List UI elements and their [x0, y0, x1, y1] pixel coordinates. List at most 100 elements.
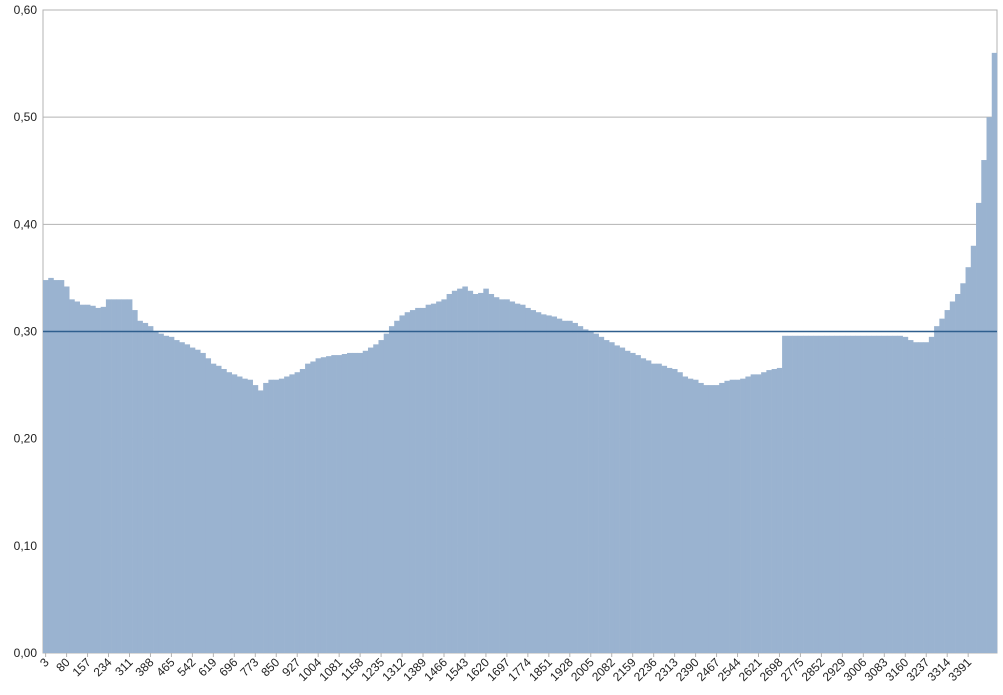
x-tick-label: 696 [216, 655, 240, 679]
bar [43, 280, 49, 653]
bar [656, 363, 662, 653]
bar [619, 347, 626, 653]
bar [651, 363, 657, 653]
bar [540, 314, 547, 653]
bar [530, 310, 537, 653]
bar [158, 333, 164, 653]
bar [105, 299, 112, 653]
bar [666, 367, 673, 653]
bar [111, 299, 117, 653]
bar [944, 310, 951, 653]
bar [834, 335, 841, 653]
bar [703, 385, 710, 653]
bar [195, 349, 201, 653]
bar [755, 374, 762, 653]
bar [294, 372, 301, 653]
bar [577, 326, 584, 653]
x-tick-label: 619 [195, 655, 219, 679]
bar [556, 318, 563, 653]
y-tick-label: 0,60 [14, 3, 38, 17]
bar [514, 303, 521, 653]
bar [818, 335, 825, 653]
bar [373, 344, 379, 653]
bar [305, 363, 311, 653]
bar [451, 290, 458, 653]
bar [441, 299, 447, 653]
bar [860, 335, 867, 653]
bar [425, 304, 432, 653]
bar [48, 277, 54, 653]
bar [955, 293, 961, 653]
bar [535, 312, 542, 653]
bar [420, 307, 426, 653]
bar [409, 310, 416, 653]
bar [939, 318, 945, 653]
bar [79, 304, 86, 653]
bar [210, 363, 217, 653]
x-tick-label: 388 [133, 655, 157, 679]
bar [850, 335, 856, 653]
bar [163, 335, 170, 653]
x-tick-label: 3 [37, 655, 52, 670]
x-tick-label: 850 [258, 655, 282, 679]
bar [284, 376, 290, 653]
bar [871, 335, 877, 653]
bar [189, 347, 196, 653]
x-tick-label: 80 [53, 655, 73, 675]
bar [902, 336, 909, 653]
bar [378, 340, 385, 653]
bar [63, 286, 70, 653]
x-tick-label: 542 [174, 655, 198, 679]
bar [640, 358, 647, 653]
bar [467, 290, 474, 653]
bar [567, 320, 573, 653]
bar [430, 303, 437, 653]
bar [236, 376, 243, 653]
bar [661, 365, 668, 653]
bar [336, 355, 343, 653]
bar [766, 370, 772, 653]
bar [928, 336, 935, 653]
bar [499, 299, 505, 653]
bar [572, 322, 578, 653]
bar [383, 333, 390, 653]
y-tick-label: 0,20 [14, 432, 38, 446]
bar [326, 356, 332, 653]
bar [672, 369, 678, 653]
bar [74, 301, 80, 653]
bar [367, 347, 374, 653]
bar [881, 335, 888, 653]
bar [242, 378, 248, 653]
bar [509, 301, 516, 653]
bar [588, 331, 594, 653]
bar [692, 379, 699, 653]
bar [787, 335, 793, 653]
y-tick-label: 0,50 [14, 110, 38, 124]
bar [394, 320, 400, 653]
bar [299, 369, 306, 653]
bar [137, 320, 143, 653]
bar [200, 352, 206, 653]
bar [362, 350, 369, 653]
bar [174, 340, 180, 653]
bar [886, 335, 893, 653]
bar [750, 374, 757, 653]
x-tick-label: 311 [112, 655, 136, 679]
bar [415, 307, 421, 653]
bar [776, 367, 783, 653]
bar [614, 345, 620, 653]
bar [808, 335, 814, 653]
bar [247, 379, 253, 653]
bar [546, 315, 552, 653]
bar [263, 382, 269, 653]
bar [960, 283, 966, 653]
bar [687, 378, 694, 653]
bar [268, 379, 274, 653]
y-tick-label: 0,30 [14, 325, 38, 339]
bar [609, 342, 615, 653]
bar [478, 292, 484, 653]
bar [630, 352, 636, 653]
bar [729, 379, 736, 653]
bar [713, 385, 720, 653]
bar [844, 335, 851, 653]
